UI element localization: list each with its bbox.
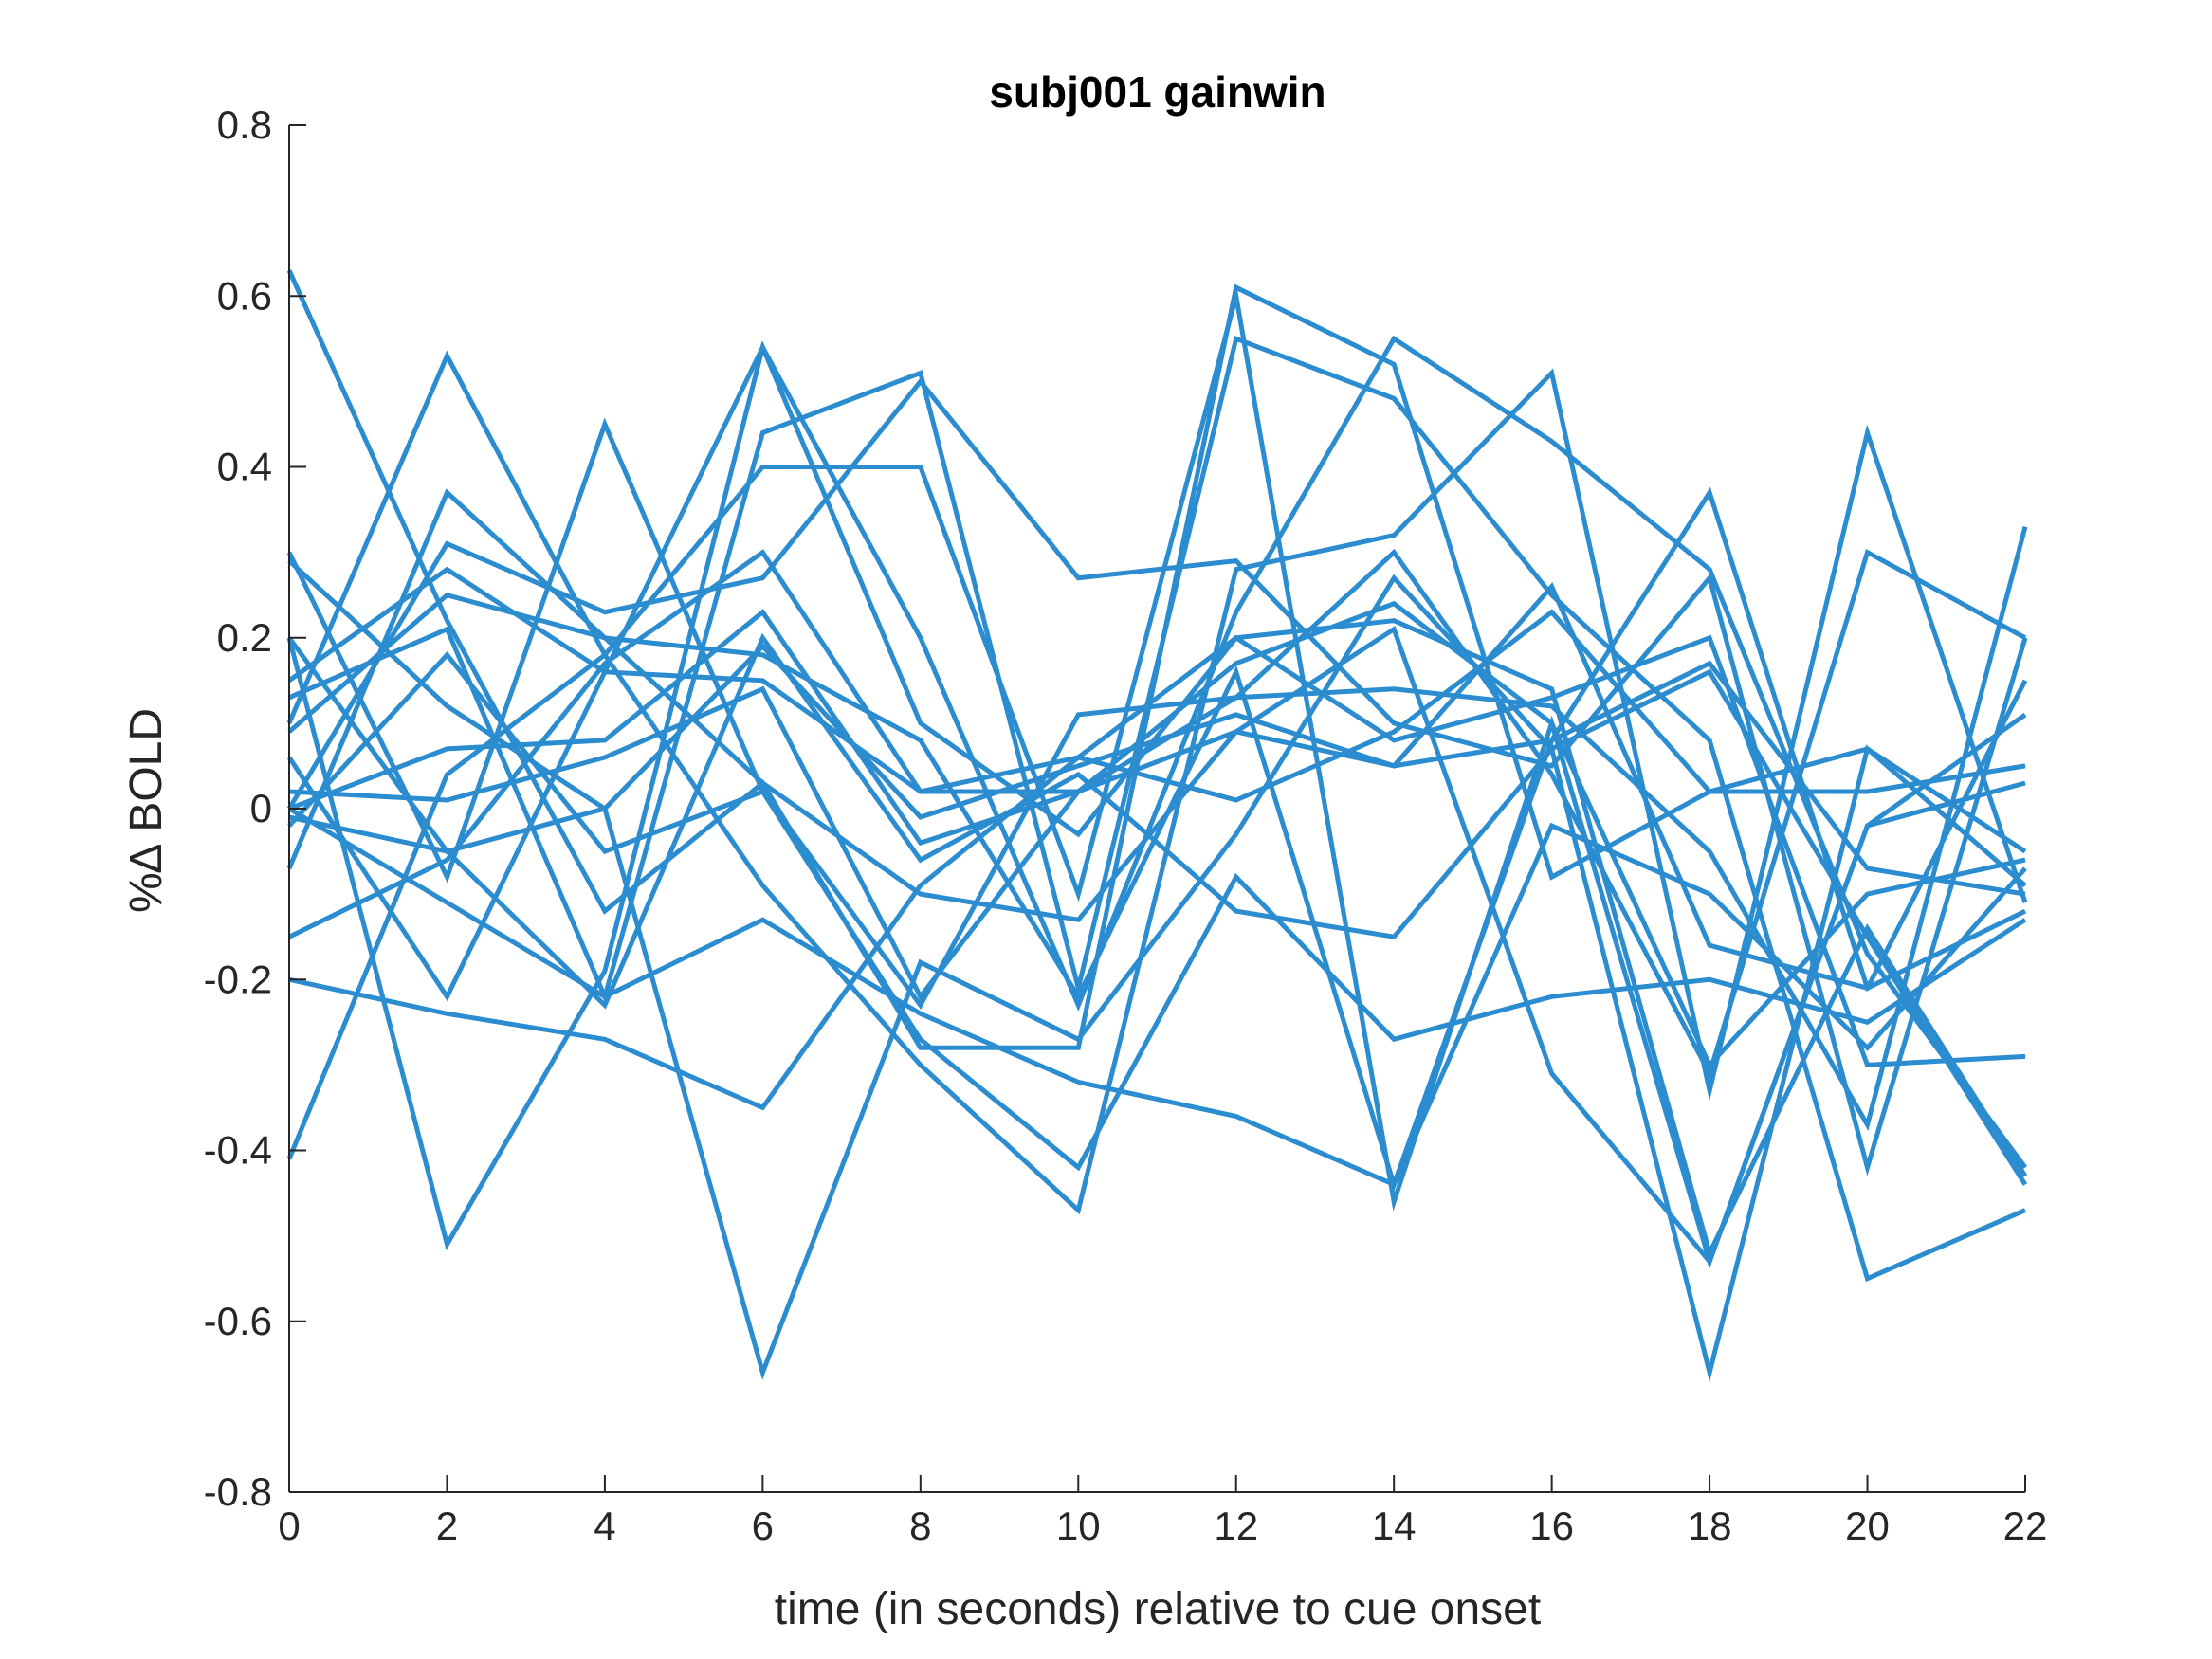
y-tick-label: 0.8: [217, 102, 272, 147]
series-line-9: [287, 341, 2026, 1067]
y-tick-label: -0.6: [204, 1299, 272, 1343]
y-axis-label: %∆ BOLD: [121, 708, 172, 913]
x-tick-label: 6: [752, 1504, 774, 1548]
series-line-2: [286, 417, 2028, 1132]
y-tick-label: 0.6: [217, 273, 272, 318]
y-tick-label: -0.2: [204, 957, 272, 1001]
x-tick-label: 8: [909, 1504, 931, 1548]
x-tick-label: 0: [278, 1504, 300, 1548]
series-line-10: [288, 582, 2028, 992]
series-line-11: [288, 609, 2026, 1111]
series-line-7: [288, 335, 2026, 1283]
x-axis-label: time (in seconds) relative to cue onset: [775, 1584, 1541, 1634]
y-tick-label: -0.4: [204, 1128, 272, 1173]
series-layer: [286, 269, 2028, 1382]
series-line-16: [287, 650, 2027, 1172]
x-tick-label: 22: [2003, 1504, 2048, 1548]
series-line-5: [286, 377, 2028, 1176]
x-tick-label: 4: [594, 1504, 615, 1548]
x-tick-label: 12: [1214, 1504, 1258, 1548]
y-tick-label: -0.8: [204, 1469, 272, 1514]
series-line-3: [286, 335, 2028, 1251]
x-tick-label: 2: [436, 1504, 458, 1548]
x-tick-label: 18: [1688, 1504, 1732, 1548]
series-line-19: [287, 592, 2027, 1267]
series-line-18: [287, 806, 2027, 1188]
axes: [288, 124, 2026, 1493]
x-tick-label: 20: [1845, 1504, 1890, 1548]
series-line-12: [287, 549, 2026, 1069]
chart-title: subj001 gainwin: [989, 67, 1325, 117]
series-line-17: [287, 558, 2028, 1380]
y-tick-label: 0.4: [217, 445, 272, 489]
y-tick-label: 0: [250, 786, 272, 830]
x-tick-label: 14: [1372, 1504, 1417, 1548]
y-tick-label: 0.2: [217, 615, 272, 660]
series-line-14: [286, 618, 2028, 1260]
tick-labels: 0 2 4 6 8 10 12 14 16 18 20 22 -0.8 -0.6 -0.4 -0.2 0 0.2 0…: [204, 102, 2048, 1548]
series-line-6: [286, 486, 2027, 1193]
x-tick-label: 10: [1056, 1504, 1101, 1548]
series-line-20: [288, 643, 2026, 897]
x-tick-label: 16: [1529, 1504, 1574, 1548]
